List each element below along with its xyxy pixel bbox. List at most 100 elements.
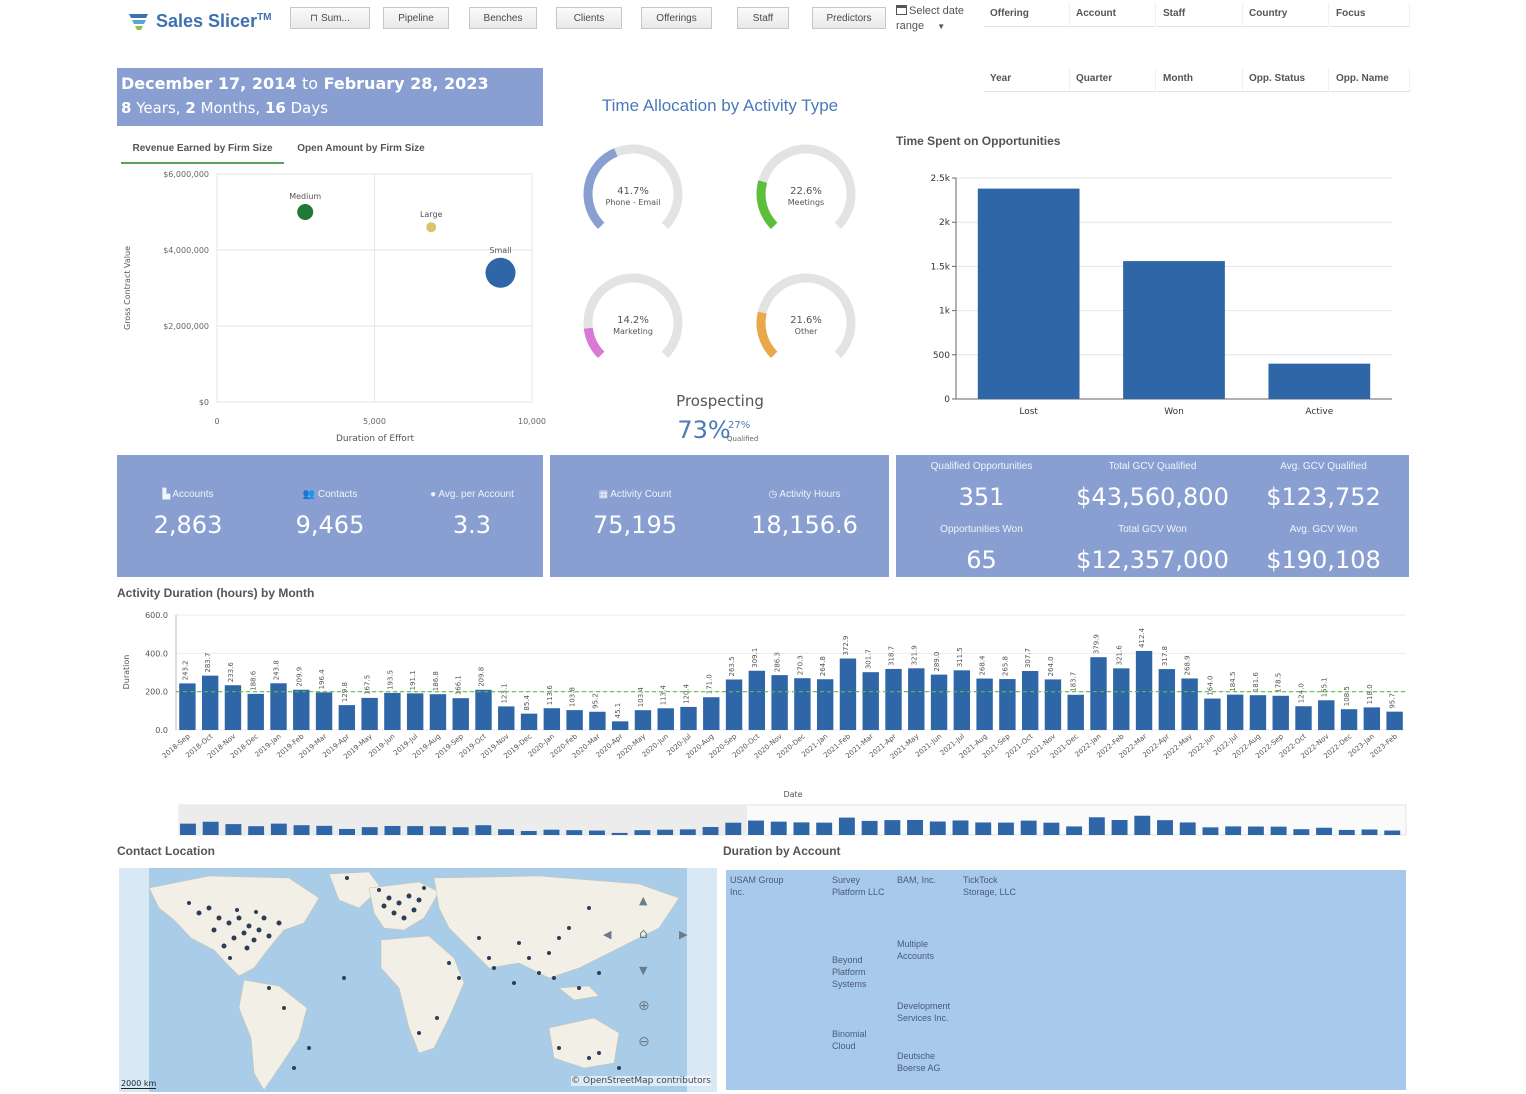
pan-right-icon[interactable]: ▶ — [679, 928, 688, 941]
duration-bar[interactable] — [179, 683, 196, 730]
treemap-cell-label[interactable]: Survey Platform LLC — [832, 875, 885, 897]
duration-bar[interactable] — [566, 710, 583, 730]
gauge-fill[interactable] — [756, 180, 778, 230]
duration-bar[interactable] — [1363, 707, 1381, 730]
duration-bar[interactable] — [771, 675, 788, 730]
duration-bar[interactable] — [429, 694, 447, 730]
duration-bar[interactable] — [293, 689, 310, 730]
treemap-cell-label[interactable]: USAM Group Inc. — [730, 875, 784, 897]
filter-account[interactable]: Account — [1070, 3, 1156, 27]
duration-bar[interactable] — [908, 668, 925, 730]
duration-bar[interactable] — [1249, 695, 1267, 730]
duration-bar[interactable] — [1021, 671, 1039, 730]
nav-button-predictors[interactable]: Predictors — [812, 7, 886, 29]
duration-bar[interactable] — [976, 678, 993, 730]
filter-oppname[interactable]: Opp. Name — [1330, 68, 1410, 92]
duration-bar[interactable] — [862, 672, 879, 730]
scatter-point-small[interactable] — [485, 257, 516, 288]
tab-revenue-earned[interactable]: Revenue Earned by Firm Size — [121, 140, 284, 164]
duration-bar[interactable] — [520, 713, 538, 730]
gauge-fill[interactable] — [756, 311, 778, 359]
contact-location-map[interactable]: ▲ ◀ ⌂ ▶ ▼ ⊕ ⊖ 2000 km © OpenStreetMap co… — [119, 868, 717, 1092]
filter-country[interactable]: Country — [1243, 3, 1329, 27]
time-allocation-gauges[interactable]: 41.7%Phone - Email 22.6%Meetings 14.2%Mark… — [560, 130, 890, 450]
tab-open-amount[interactable]: Open Amount by Firm Size — [290, 140, 432, 164]
nav-button-staff[interactable]: Staff — [737, 7, 789, 29]
treemap-cell-label[interactable]: Beyond Platform Systems — [832, 955, 867, 989]
pan-left-icon[interactable]: ◀ — [603, 928, 612, 941]
treemap-cell-label[interactable]: Deutsche Boerse AG — [897, 1051, 941, 1073]
filter-offering[interactable]: Offering — [984, 3, 1070, 27]
duration-bar[interactable] — [224, 685, 242, 730]
duration-bar[interactable] — [361, 697, 378, 730]
duration-bar[interactable] — [1340, 709, 1358, 730]
duration-bar[interactable] — [315, 692, 333, 730]
duration-bar[interactable] — [201, 675, 219, 730]
filter-staff[interactable]: Staff — [1157, 3, 1243, 27]
treemap-cell-label[interactable]: BAM, Inc. — [897, 875, 937, 885]
duration-bar[interactable] — [1318, 700, 1335, 730]
scatter-point-large[interactable] — [426, 222, 437, 233]
nav-button-clients[interactable]: Clients — [556, 7, 622, 29]
duration-bar[interactable] — [748, 670, 766, 730]
duration-bar[interactable] — [1090, 657, 1107, 730]
filter-oppstatus[interactable]: Opp. Status — [1243, 68, 1329, 92]
nav-button-sum[interactable]: ⊓ Sum... — [290, 7, 370, 29]
duration-bar[interactable] — [611, 721, 629, 730]
duration-bar[interactable] — [338, 705, 356, 730]
duration-bar[interactable] — [657, 708, 674, 730]
duration-bar[interactable] — [885, 668, 902, 730]
app-logo[interactable]: Sales SlicerTM — [128, 8, 272, 34]
duration-bar[interactable] — [1135, 650, 1153, 730]
duration-bar[interactable] — [703, 697, 720, 730]
duration-bar[interactable] — [1067, 694, 1084, 730]
filter-quarter[interactable]: Quarter — [1070, 68, 1156, 92]
gauge-fill[interactable] — [583, 327, 605, 359]
treemap-cell-label[interactable]: TickTock Storage, LLC — [963, 875, 1017, 897]
duration-bar[interactable] — [634, 710, 652, 730]
treemap-cell-label[interactable]: Development Services Inc. — [897, 1001, 951, 1023]
duration-bar[interactable] — [1295, 706, 1312, 730]
zoom-in-icon[interactable]: ⊕ — [638, 998, 650, 1014]
duration-bar[interactable] — [1181, 678, 1198, 730]
nav-button-offerings[interactable]: Offerings — [641, 7, 712, 29]
duration-bar[interactable] — [589, 711, 606, 730]
nav-button-pipeline[interactable]: Pipeline — [383, 7, 449, 29]
filter-year[interactable]: Year — [984, 68, 1070, 92]
opp-bar-active[interactable] — [1268, 363, 1371, 399]
duration-bar[interactable] — [384, 692, 401, 730]
scatter-point-medium[interactable] — [297, 204, 314, 220]
map-attribution[interactable]: © OpenStreetMap contributors — [571, 1076, 711, 1086]
gauge-fill[interactable] — [583, 148, 618, 229]
duration-bar[interactable] — [1386, 711, 1403, 730]
duration-bar[interactable] — [1044, 679, 1062, 730]
duration-bar[interactable] — [725, 679, 743, 730]
duration-bar[interactable] — [498, 706, 515, 730]
duration-treemap[interactable]: USAM Group Inc. Survey Platform LLC BAM, I… — [726, 870, 1406, 1090]
duration-bar[interactable] — [1158, 669, 1176, 730]
duration-bar[interactable] — [270, 683, 287, 730]
duration-bar[interactable] — [543, 708, 561, 730]
scatter-chart[interactable]: 0 5,000 10,000 $6,000,000 $4,000,000 $2,000,0… — [117, 164, 547, 449]
filter-focus[interactable]: Focus — [1330, 3, 1410, 27]
opportunities-bar-chart[interactable]: 2.5k 2k 1.5k 1k 500 0 Lost Won Active — [896, 160, 1412, 430]
opp-bar-won[interactable] — [1123, 261, 1225, 399]
home-icon[interactable]: ⌂ — [639, 926, 648, 942]
duration-bar[interactable] — [839, 658, 857, 730]
duration-bar[interactable] — [1226, 694, 1244, 730]
duration-bar[interactable] — [930, 674, 948, 730]
pan-up-icon[interactable]: ▲ — [639, 894, 648, 907]
duration-bar[interactable] — [794, 678, 811, 730]
date-range-selector[interactable]: Select date range ▼ — [896, 4, 974, 34]
opp-bar-lost[interactable] — [977, 188, 1080, 399]
duration-bar[interactable] — [816, 679, 834, 730]
duration-bar[interactable] — [406, 693, 424, 730]
treemap-cell-label[interactable]: Binomial Cloud — [832, 1029, 867, 1051]
duration-bar[interactable] — [475, 689, 492, 730]
treemap-cell-label[interactable]: Multiple Accounts — [897, 939, 935, 961]
duration-bar[interactable] — [1272, 695, 1289, 730]
pan-down-icon[interactable]: ▼ — [639, 964, 648, 977]
nav-button-benches[interactable]: Benches — [469, 7, 537, 29]
duration-bar[interactable] — [1204, 698, 1221, 730]
